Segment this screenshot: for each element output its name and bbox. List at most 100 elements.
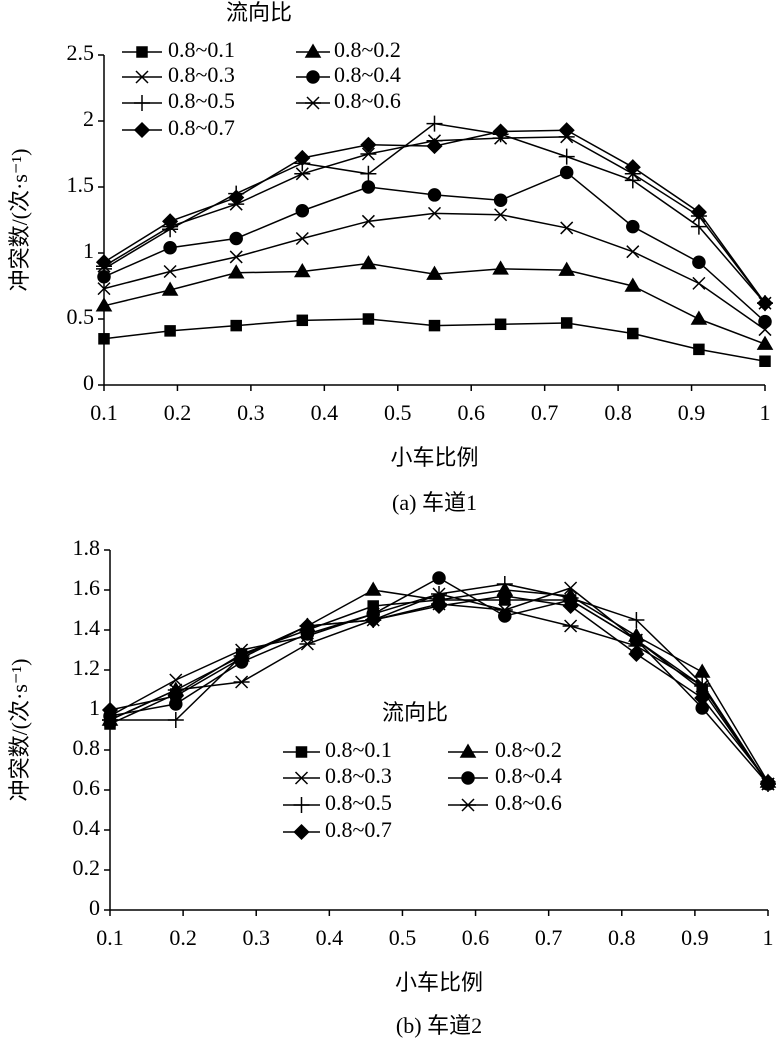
x-tick-label: 0.5: [389, 925, 417, 950]
series-line: [109, 599, 769, 785]
data-point: [558, 148, 575, 165]
data-point: [626, 219, 640, 234]
data-point: [690, 218, 707, 235]
data-point: [97, 282, 111, 296]
legend-marker: [461, 771, 475, 785]
data-point: [756, 295, 774, 312]
data-point: [230, 319, 242, 332]
data-point: [562, 619, 579, 633]
data-point: [629, 633, 644, 647]
data-point: [362, 313, 375, 325]
legend-marker: [136, 46, 148, 58]
x-axis-label: 小车比例: [390, 445, 478, 470]
x-tick-label: 0.3: [242, 925, 270, 950]
y-tick-label: 2.5: [67, 40, 95, 65]
data-point: [299, 637, 316, 651]
data-point: [690, 204, 707, 221]
data-point: [293, 262, 311, 278]
y-tick-label: 1.2: [73, 655, 101, 680]
x-tick-label: 0.2: [169, 925, 197, 950]
data-point: [759, 355, 771, 367]
data-point: [233, 649, 250, 667]
x-tick-label: 0.4: [311, 400, 339, 425]
legend-title: 流向比: [382, 700, 448, 725]
legend-label: 0.8~0.5: [325, 790, 392, 815]
data-point: [693, 663, 711, 678]
data-point: [426, 138, 443, 155]
data-point: [628, 612, 645, 628]
data-point: [626, 245, 640, 259]
data-point: [163, 264, 177, 279]
legend-marker: [294, 771, 309, 785]
data-point: [360, 147, 377, 161]
data-point: [560, 317, 573, 329]
x-tick-label: 0.7: [535, 925, 563, 950]
y-tick-label: 1: [83, 238, 94, 263]
data-point: [360, 255, 377, 270]
data-point: [364, 581, 382, 596]
legend-marker: [459, 743, 477, 758]
legend-marker: [133, 121, 151, 139]
data-point: [295, 231, 309, 246]
data-point: [432, 571, 446, 585]
x-tick-label: 0.8: [608, 925, 636, 950]
data-point: [227, 264, 245, 279]
y-tick-label: 0.5: [67, 304, 95, 329]
y-tick-label: 0.2: [73, 855, 101, 880]
y-tick-label: 0.4: [73, 815, 101, 840]
x-tick-label: 0.9: [678, 400, 706, 425]
y-tick-label: 1.8: [73, 535, 101, 560]
y-tick-label: 0.6: [73, 775, 101, 800]
legend-marker: [305, 96, 321, 110]
data-point: [756, 335, 774, 350]
data-point: [98, 333, 110, 345]
legend-label: 0.8~0.1: [325, 737, 392, 762]
legend-marker: [306, 70, 320, 84]
x-tick-label: 0.1: [96, 925, 124, 950]
data-point: [294, 149, 311, 167]
data-point: [295, 204, 310, 218]
legend-label: 0.8~0.4: [334, 62, 401, 87]
data-point: [167, 687, 184, 705]
data-point: [361, 180, 376, 194]
legend-label: 0.8~0.7: [325, 817, 392, 842]
x-tick-label: 0.2: [164, 400, 192, 425]
data-point: [692, 255, 706, 269]
data-point: [169, 673, 183, 687]
data-point: [361, 214, 375, 228]
legend-label: 0.8~0.6: [334, 88, 401, 113]
data-point: [101, 701, 119, 719]
data-point: [493, 193, 508, 207]
x-tick-label: 1: [763, 925, 774, 950]
y-tick-label: 1.6: [73, 575, 101, 600]
data-point: [628, 645, 645, 663]
legend-label: 0.8~0.1: [168, 37, 235, 62]
legend-marker: [304, 43, 322, 58]
legend-title: 流向比: [226, 0, 292, 25]
data-point: [560, 221, 574, 235]
caption: (a) 车道1: [392, 490, 477, 515]
data-point: [496, 587, 513, 605]
data-point: [758, 314, 772, 329]
data-point: [494, 208, 508, 222]
data-point: [299, 617, 316, 635]
legend-label: 0.8~0.3: [325, 763, 392, 788]
legend-label: 0.8~0.4: [495, 763, 562, 788]
y-tick-label: 0.8: [73, 735, 101, 760]
legend-marker: [295, 746, 308, 758]
data-point: [360, 165, 377, 182]
data-point: [426, 265, 443, 280]
legend-marker: [135, 70, 149, 84]
y-tick-label: 0: [89, 895, 100, 920]
data-point: [692, 276, 706, 290]
caption: (b) 车道2: [396, 1013, 482, 1038]
data-point: [95, 254, 113, 271]
x-tick-label: 0.8: [604, 400, 632, 425]
data-point: [294, 167, 311, 181]
data-point: [233, 675, 250, 689]
x-tick-label: 1: [760, 400, 771, 425]
legend-label: 0.8~0.2: [334, 37, 401, 62]
data-point: [492, 123, 509, 140]
data-point: [624, 277, 642, 292]
